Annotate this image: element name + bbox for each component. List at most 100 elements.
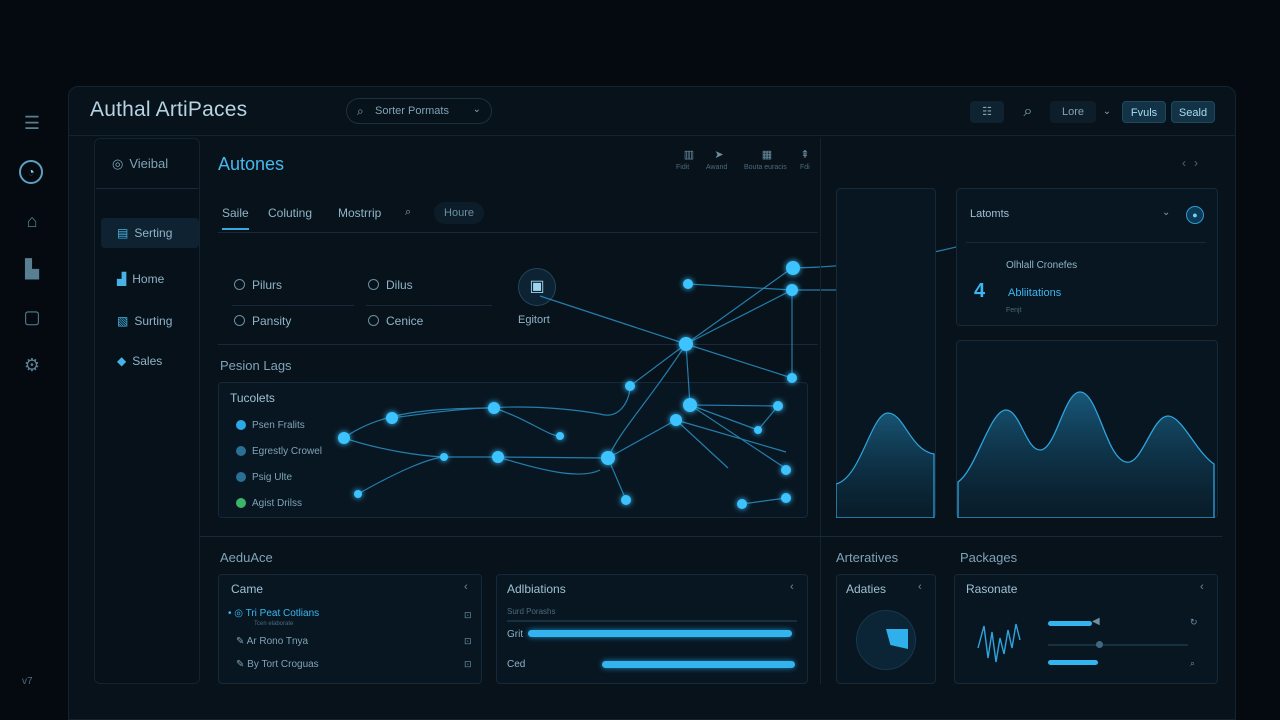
wave-area [957, 391, 1215, 518]
info-icon[interactable]: ● [1186, 206, 1204, 224]
search-field[interactable]: ⌕ Sorter Pormats ⌄ [346, 98, 492, 124]
list-item[interactable]: Agist Drilss [236, 498, 302, 509]
play-icon[interactable]: ➤ [714, 149, 724, 161]
graph-node [621, 495, 631, 505]
lock-icon[interactable]: ⊡ [464, 636, 472, 646]
volume-icon[interactable]: ◀ [1092, 616, 1100, 627]
search-icon[interactable]: ⌕ [405, 206, 412, 218]
graph-node [679, 337, 693, 351]
graph-edge [685, 343, 691, 406]
seald-button[interactable]: Seald [1171, 101, 1215, 123]
tab-saile[interactable]: Saile [222, 206, 249, 230]
tab-houre[interactable]: Houre [434, 202, 484, 224]
graph-node [737, 499, 747, 509]
search-icon[interactable]: ⌕ [1190, 658, 1196, 668]
menu-icon[interactable]: ☰ [23, 113, 41, 133]
radio-cenice[interactable]: Cenice [368, 314, 423, 328]
graph-edge [607, 457, 627, 501]
sidebar-item-sales[interactable]: ◆ Sales [101, 346, 199, 376]
chart-icon[interactable]: ▙ [25, 259, 39, 279]
came-row[interactable]: ✎ By Tort Croguas [236, 659, 319, 670]
sidebar-item-label: Sales [132, 354, 163, 368]
chevron-left-icon[interactable]: ‹ [1200, 581, 1204, 593]
row-label: By Tort Croguas [247, 659, 319, 670]
graph-node [338, 432, 350, 444]
radio-dilus[interactable]: Dilus [368, 278, 413, 292]
gift-icon[interactable]: ▦ [761, 149, 773, 161]
fvuls-button[interactable]: Fvuls [1122, 101, 1166, 123]
list-view-button[interactable]: ☷ [970, 101, 1004, 123]
chevron-down-icon[interactable]: ⌄ [1102, 106, 1112, 117]
list-item[interactable]: Psen Fralits [236, 420, 305, 431]
app-title: Authal ArtiPaces [90, 98, 248, 121]
came-row[interactable]: • ◎ Tri Peat Cotlians [228, 608, 319, 619]
slider-fill [1048, 660, 1098, 665]
section-aeduace: AeduAce [220, 550, 273, 565]
pin-icon[interactable]: ⇞ [800, 149, 810, 161]
search-button[interactable]: ⌕ [1023, 103, 1033, 120]
graph-edge [607, 343, 687, 459]
graph-node [625, 381, 635, 391]
divider [366, 305, 492, 306]
chevron-left-icon[interactable]: ‹ [790, 581, 794, 593]
progress-bar [602, 661, 796, 668]
edit-icon[interactable]: ▥ [683, 149, 695, 161]
sidebar-item-label: Home [132, 272, 165, 286]
graph-node [386, 412, 398, 424]
waveform-line [977, 623, 1021, 663]
app-icon[interactable]: ▢ [23, 307, 41, 327]
graph-edge [629, 343, 687, 387]
chevron-left-icon[interactable]: ‹ [918, 581, 922, 593]
chevron-down-icon: ⌄ [472, 104, 481, 115]
graph-edge [685, 289, 793, 345]
status-dot-icon [236, 446, 246, 456]
row-sublabel: Tcen elaborate [254, 621, 294, 627]
graph-edge [539, 295, 687, 345]
lock-icon[interactable]: ⊡ [464, 659, 472, 669]
slider-handle[interactable] [1096, 641, 1103, 648]
sidebar-item-home[interactable]: ▟ Home [101, 264, 199, 294]
chevron-down-icon[interactable]: ⌄ [1162, 207, 1171, 218]
graph-edge [689, 404, 789, 471]
status-dot-icon [236, 498, 246, 508]
tab-coluting[interactable]: Coluting [268, 206, 313, 220]
radio-pilurs[interactable]: Pilurs [234, 278, 282, 292]
sidebar-header-label: Vieibal [129, 156, 169, 171]
editor-label: Egitort [518, 314, 550, 326]
settings-icon[interactable]: ⚙ [23, 355, 41, 375]
chevron-left-icon[interactable]: ‹ [464, 581, 468, 593]
refresh-icon[interactable]: ↻ [1190, 617, 1198, 627]
radio-pansity[interactable]: Pansity [234, 314, 291, 328]
list-item-label: Psen Fralits [252, 420, 305, 431]
tab-mostrrip[interactable]: Mostrrip [338, 206, 382, 220]
graph-node [754, 426, 762, 434]
graph-node [787, 373, 797, 383]
list-item-label: Psig Ulte [252, 472, 293, 483]
lock-icon[interactable]: ⊡ [464, 610, 472, 620]
divider [232, 305, 354, 306]
editor-icon[interactable]: ▣ [518, 268, 556, 306]
sidebar-item-surting[interactable]: ▧ Surting [101, 306, 199, 336]
sidebar-item-label: Surting [134, 314, 173, 328]
graph-edge [757, 405, 779, 431]
list-item[interactable]: Psig Ulte [236, 472, 292, 483]
list-item-label: Egrestly Crowel [252, 446, 323, 457]
sidebar-item-label: Serting [134, 226, 173, 240]
tabs-divider [218, 232, 818, 233]
came-row[interactable]: ✎ Ar Rono Tnya [236, 636, 308, 647]
slider-track[interactable] [1048, 644, 1188, 646]
lore-dropdown[interactable]: Lore [1050, 101, 1096, 123]
list-item[interactable]: Egrestly Crowel [236, 446, 322, 457]
graph-node [440, 453, 448, 461]
list-item-label: Agist Drilss [252, 498, 303, 509]
home-icon[interactable]: ⌂ [26, 211, 38, 231]
sidebar-item-serting[interactable]: ▤ Serting [101, 218, 199, 248]
nav-arrows-icon[interactable]: ‹› [1182, 156, 1206, 170]
graph-edges [343, 213, 1055, 505]
graph-node [786, 261, 800, 275]
section-arteratives: Arteratives [836, 550, 899, 565]
metric-value: 4 [974, 280, 986, 302]
list-card-title: Tucolets [230, 391, 275, 405]
version-label: v7 [22, 676, 33, 687]
dashboard-icon[interactable]: ◔ [19, 160, 43, 184]
